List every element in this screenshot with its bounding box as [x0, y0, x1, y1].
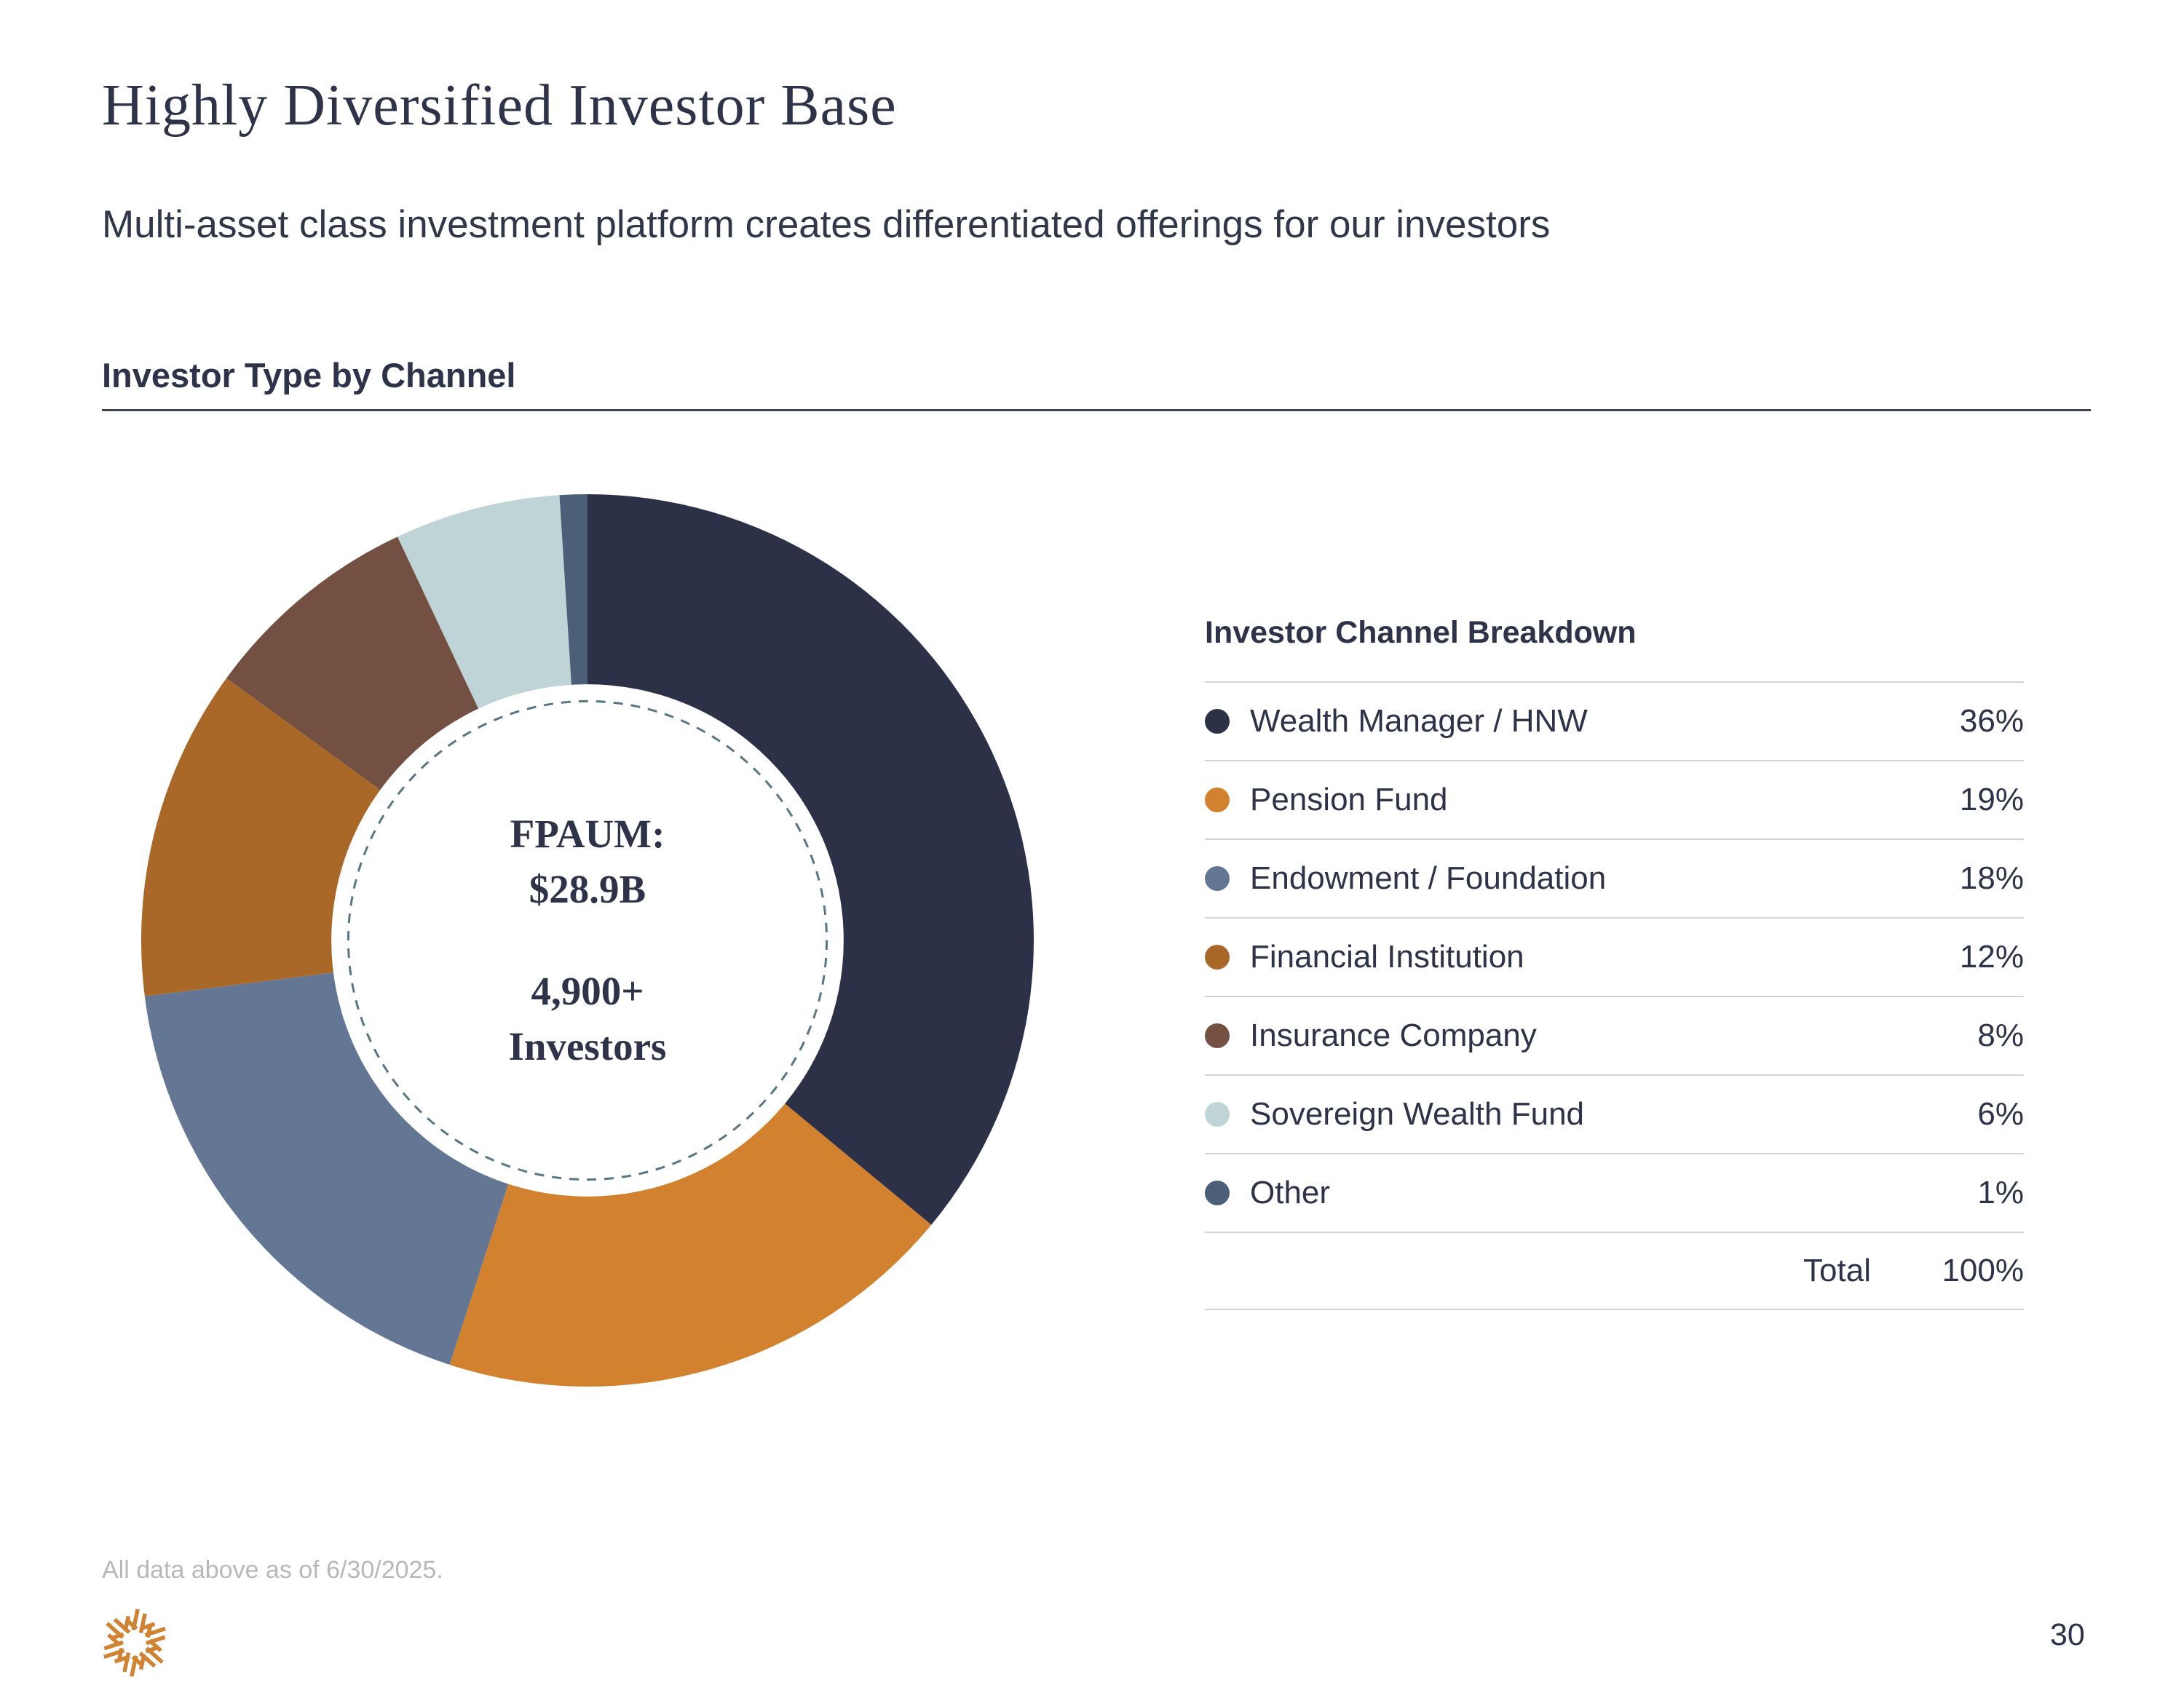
legend-color-dot [1205, 709, 1230, 734]
legend-row: Insurance Company 8% [1205, 996, 2024, 1074]
legend-color-dot [1205, 1181, 1230, 1205]
legend-label: Wealth Manager / HNW [1250, 703, 1588, 739]
legend-total-label: Total [1803, 1253, 1871, 1288]
investors-word: Investors [508, 1023, 667, 1069]
donut-hole [331, 684, 844, 1197]
starburst-logo-icon [103, 1609, 166, 1677]
legend-color-dot [1205, 945, 1230, 970]
donut-center-label: FPAUM: $28.9B 4,900+ Investors [141, 494, 1034, 1387]
legend-total-value: 100% [1942, 1253, 2024, 1288]
legend-label: Pension Fund [1250, 782, 1448, 817]
fpaum-value: $28.9B [529, 867, 646, 912]
legend-total-row: Total 100% [1205, 1232, 2024, 1310]
section-divider-rule [102, 409, 2091, 411]
dashed-inner-ring [347, 699, 828, 1181]
footnote: All data above as of 6/30/2025. [102, 1556, 443, 1584]
page-subtitle: Multi-asset class investment platform cr… [102, 203, 1551, 246]
legend-value: 19% [1959, 782, 2024, 817]
donut-chart: FPAUM: $28.9B 4,900+ Investors [141, 494, 1034, 1387]
legend-label: Financial Institution [1250, 939, 1524, 975]
legend-row: Wealth Manager / HNW 36% [1205, 681, 2024, 760]
legend-color-dot [1205, 1102, 1230, 1127]
legend-value: 18% [1959, 860, 2024, 896]
fpaum-title: FPAUM: [510, 812, 665, 857]
legend-row: Other 1% [1205, 1153, 2024, 1232]
legend-label: Endowment / Foundation [1250, 860, 1607, 896]
legend-value: 6% [1977, 1096, 2024, 1132]
legend-row: Sovereign Wealth Fund 6% [1205, 1074, 2024, 1153]
legend-panel: Investor Channel Breakdown Wealth Manage… [1205, 615, 2024, 1310]
investors-count: 4,900+ [531, 969, 644, 1013]
page-number: 30 [2050, 1617, 2085, 1652]
donut-chart-svg [141, 494, 1034, 1387]
legend-row: Pension Fund 19% [1205, 760, 2024, 838]
legend-label: Other [1250, 1175, 1331, 1210]
legend-label: Insurance Company [1250, 1018, 1537, 1053]
section-title: Investor Type by Channel [102, 356, 516, 395]
legend-label: Sovereign Wealth Fund [1250, 1096, 1585, 1132]
legend-value: 1% [1977, 1175, 2024, 1210]
legend-value: 12% [1959, 939, 2024, 975]
page-title: Highly Diversified Investor Base [102, 74, 897, 138]
legend-row: Financial Institution 12% [1205, 917, 2024, 996]
legend-value: 36% [1959, 703, 2024, 739]
fpaum-label: FPAUM: $28.9B [510, 806, 665, 917]
legend-rows: Wealth Manager / HNW 36% Pension Fund 19% En… [1205, 681, 2024, 1310]
investors-label: 4,900+ Investors [509, 964, 667, 1074]
legend-row: Endowment / Foundation 18% [1205, 838, 2024, 917]
legend-color-dot [1205, 788, 1230, 812]
legend-value: 8% [1977, 1018, 2024, 1053]
legend-color-dot [1205, 1023, 1230, 1048]
legend-title: Investor Channel Breakdown [1205, 615, 1637, 650]
legend-color-dot [1205, 866, 1230, 891]
